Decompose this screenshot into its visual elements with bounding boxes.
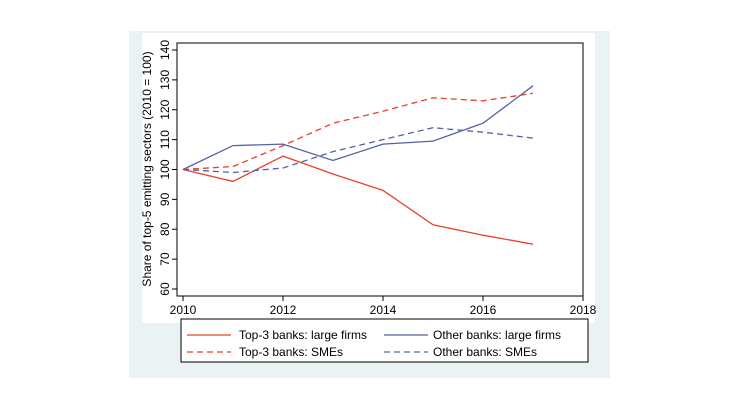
series-line-3	[182, 92, 534, 171]
x-tick-label: 2018	[570, 303, 597, 317]
legend-label: Top-3 banks: SMEs	[239, 345, 343, 359]
y-tick-label: 90	[158, 192, 172, 206]
x-tick-label: 2016	[470, 303, 497, 317]
y-axis: 60 70 80 90 100 110 120 130 140	[158, 40, 177, 296]
legend-label: Top-3 banks: large firms	[239, 328, 367, 342]
y-tick-label: 130	[158, 70, 172, 90]
plot-area	[176, 42, 584, 297]
series-line-2	[182, 85, 534, 171]
x-tick-label: 2010	[170, 303, 197, 317]
y-tick-label: 60	[158, 282, 172, 296]
y-axis-title: Share of top-5 emitting sectors (2010 = …	[140, 51, 154, 286]
y-tick-label: 80	[158, 222, 172, 236]
x-axis: 2010 2012 2014 2016 2018	[170, 296, 597, 317]
y-tick-label: 110	[158, 130, 172, 149]
y-tick-label: 100	[158, 159, 172, 179]
series-line-1	[182, 155, 534, 245]
y-tick-label: 70	[158, 252, 172, 266]
legend: Top-3 banks: large firms Other banks: lar…	[180, 318, 589, 363]
legend-label: Other banks: SMEs	[433, 345, 537, 359]
legend-label: Other banks: large firms	[433, 328, 561, 342]
chart-figure: 60 70 80 90 100 110 120 130 140 2010 2012 2014 2016…	[129, 31, 610, 378]
x-tick-label: 2014	[370, 303, 397, 317]
legend-box	[180, 318, 589, 363]
line-chart: 60 70 80 90 100 110 120 130 140 2010 2012 2014 2016…	[140, 33, 597, 363]
y-tick-label: 140	[158, 40, 172, 60]
x-tick-label: 2012	[270, 303, 297, 317]
series-lines	[182, 85, 534, 245]
y-tick-label: 120	[158, 99, 172, 119]
